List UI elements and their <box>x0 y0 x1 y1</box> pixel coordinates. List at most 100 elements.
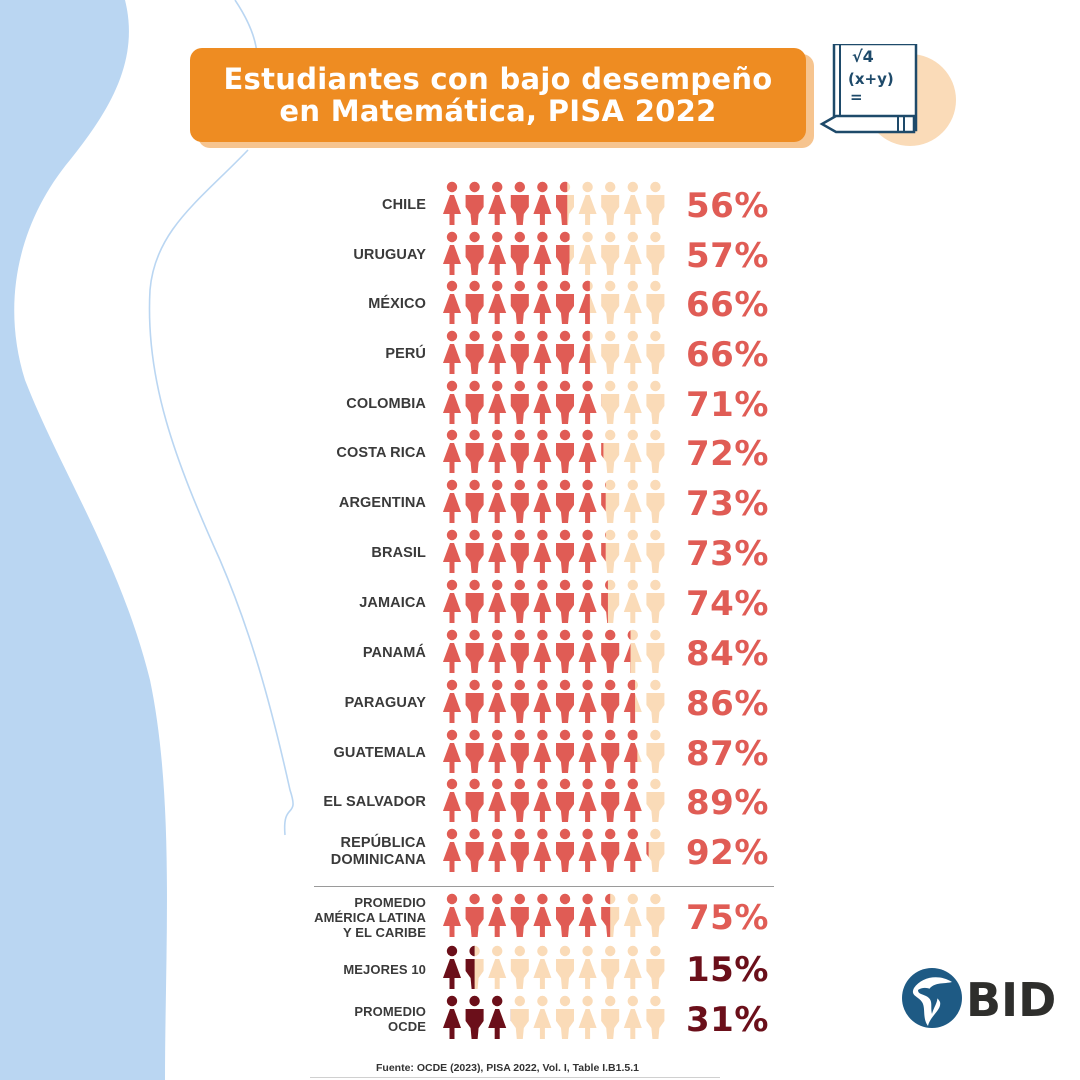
male-person-icon-filled <box>556 429 574 473</box>
pictogram-row <box>443 629 665 673</box>
source-note: Fuente: OCDE (2023), PISA 2022, Vol. I, … <box>376 1062 639 1074</box>
female-person-icon-filled <box>488 579 507 623</box>
female-person-icon <box>623 280 642 324</box>
male-person-icon-filled <box>465 945 475 989</box>
female-person-icon-filled <box>443 729 461 773</box>
male-person-icon <box>646 380 665 424</box>
male-person-icon <box>510 995 529 1039</box>
row-label: MÉXICO <box>368 296 426 313</box>
value-label: 89% <box>686 783 769 823</box>
row-label: REPÚBLICA DOMINICANA <box>331 835 426 869</box>
female-person-icon-filled <box>623 729 638 773</box>
female-person-icon-filled <box>488 679 507 723</box>
female-person-icon-filled <box>533 529 552 573</box>
row-label: PARAGUAY <box>345 695 426 712</box>
male-person-icon-filled <box>601 729 620 773</box>
row-label: URUGUAY <box>353 247 426 264</box>
female-person-icon-filled <box>578 629 597 673</box>
female-person-icon-filled <box>488 529 507 573</box>
blue-wave-shape <box>0 0 167 1080</box>
male-person-icon-filled <box>556 679 574 723</box>
female-person-icon-filled <box>443 945 461 989</box>
male-person-icon-filled <box>601 679 620 723</box>
male-person-icon-filled <box>556 529 574 573</box>
male-person-icon <box>601 945 620 989</box>
value-label: 74% <box>686 584 769 624</box>
male-person-icon-filled <box>465 995 484 1039</box>
male-person-icon-filled <box>601 629 620 673</box>
female-person-icon <box>623 330 642 374</box>
female-person-icon-filled <box>443 893 461 937</box>
female-person-icon-filled <box>533 380 552 424</box>
female-person-icon-filled <box>443 181 461 225</box>
male-person-icon-filled <box>556 231 570 275</box>
female-person-icon-filled <box>533 280 552 324</box>
male-person-icon-filled <box>601 532 606 562</box>
row-label-line: CHILE <box>382 196 426 213</box>
female-person-icon-filled <box>488 231 507 275</box>
value-label: 31% <box>686 1000 769 1040</box>
pictogram-row <box>443 729 665 773</box>
section-divider <box>314 886 774 887</box>
male-person-icon-filled <box>510 778 529 822</box>
female-person-icon-filled <box>533 828 552 872</box>
male-person-icon-filled <box>601 778 620 822</box>
row-label-line: PROMEDIO <box>354 894 426 910</box>
male-person-icon <box>601 479 620 523</box>
row-label-line: GUATEMALA <box>333 744 426 761</box>
male-person-icon-filled <box>601 580 608 623</box>
value-label: 71% <box>686 385 769 425</box>
female-person-icon <box>623 629 642 673</box>
female-person-icon-filled <box>488 181 507 225</box>
female-person-icon-filled <box>443 479 461 523</box>
male-person-icon-filled <box>510 679 529 723</box>
female-person-icon-filled <box>578 280 590 324</box>
value-label: 87% <box>686 734 769 774</box>
male-person-icon <box>601 429 620 473</box>
female-person-icon <box>623 181 642 225</box>
bid-logo: BID <box>902 968 1056 1028</box>
row-label: EL SALVADOR <box>323 794 426 811</box>
male-person-icon-filled <box>510 280 529 324</box>
row-label-line: PERÚ <box>385 345 426 362</box>
pictogram-row <box>443 280 665 324</box>
male-person-icon-filled <box>510 231 529 275</box>
female-person-icon-filled <box>533 893 552 937</box>
value-label: 57% <box>686 236 769 276</box>
pictogram-row <box>443 579 665 623</box>
male-person-icon-filled <box>556 280 574 324</box>
female-person-icon-filled <box>443 629 461 673</box>
female-person-icon <box>488 945 507 989</box>
male-person-icon-filled <box>510 893 529 937</box>
male-person-icon <box>601 231 620 275</box>
male-person-icon-filled <box>601 443 604 459</box>
male-person-icon-filled <box>510 629 529 673</box>
male-person-icon-filled <box>510 529 529 573</box>
math-icon-sqrt: √4 <box>852 47 874 66</box>
male-person-icon-filled <box>510 828 529 872</box>
value-label: 15% <box>686 950 769 990</box>
male-person-icon-filled <box>556 729 574 773</box>
math-notebook-icon: √4 (x+y) = <box>819 44 956 146</box>
male-person-icon-filled <box>601 828 620 872</box>
pictogram-row <box>443 181 665 225</box>
row-label-line: COSTA RICA <box>336 444 426 461</box>
male-person-icon <box>646 429 665 473</box>
male-person-icon-filled <box>510 429 529 473</box>
male-person-icon <box>646 828 665 872</box>
value-label: 84% <box>686 634 769 674</box>
value-label: 66% <box>686 285 769 325</box>
pictogram-row <box>443 429 665 473</box>
female-person-icon <box>623 380 642 424</box>
female-person-icon-filled <box>488 479 507 523</box>
male-person-icon <box>646 479 665 523</box>
male-person-icon <box>556 945 574 989</box>
male-person-icon <box>646 330 665 374</box>
female-person-icon-filled <box>623 630 631 673</box>
female-person-icon-filled <box>533 181 552 225</box>
male-person-icon-filled <box>465 828 484 872</box>
female-person-icon-filled <box>488 429 507 473</box>
male-person-icon <box>646 893 665 937</box>
female-person-icon-filled <box>623 828 642 872</box>
pictogram-row <box>443 679 665 723</box>
